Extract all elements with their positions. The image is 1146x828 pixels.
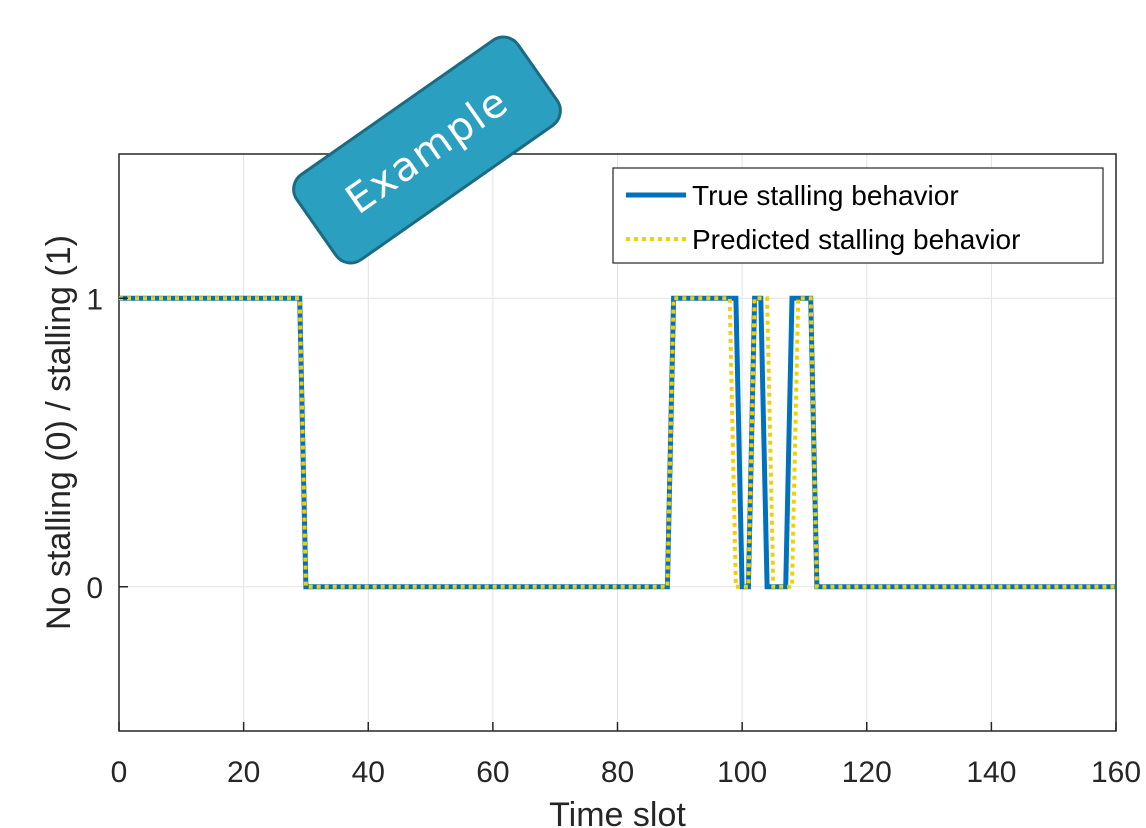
example-badge: Example — [292, 35, 562, 265]
legend: True stalling behavior Predicted stallin… — [612, 167, 1104, 264]
legend-box — [612, 167, 1104, 264]
x-tick-label: 120 — [842, 756, 892, 789]
legend-entry-true: True stalling behavior — [692, 180, 959, 211]
y-axis-label: No stalling (0) / stalling (1) — [40, 235, 78, 630]
x-tick-label: 60 — [476, 756, 509, 789]
series-group — [119, 295, 1116, 590]
x-tick-label: 160 — [1091, 756, 1141, 789]
y-axis-ticks: 01 — [86, 283, 128, 605]
x-tick-label: 40 — [352, 756, 385, 789]
x-tick-label: 20 — [227, 756, 260, 789]
y-tick-label: 1 — [86, 283, 103, 316]
legend-entry-predicted: Predicted stalling behavior — [692, 224, 1020, 255]
predicted-stalling-line — [119, 296, 1116, 589]
x-tick-label: 140 — [966, 756, 1016, 789]
y-tick-label: 0 — [86, 572, 103, 605]
badge-background — [292, 35, 562, 265]
x-tick-label: 0 — [111, 756, 128, 789]
x-axis-ticks: 0 20 40 60 80 100 120 140 160 — [111, 722, 1141, 789]
x-tick-label: 100 — [717, 756, 767, 789]
x-tick-label: 80 — [601, 756, 634, 789]
x-axis-label: Time slot — [549, 796, 686, 828]
